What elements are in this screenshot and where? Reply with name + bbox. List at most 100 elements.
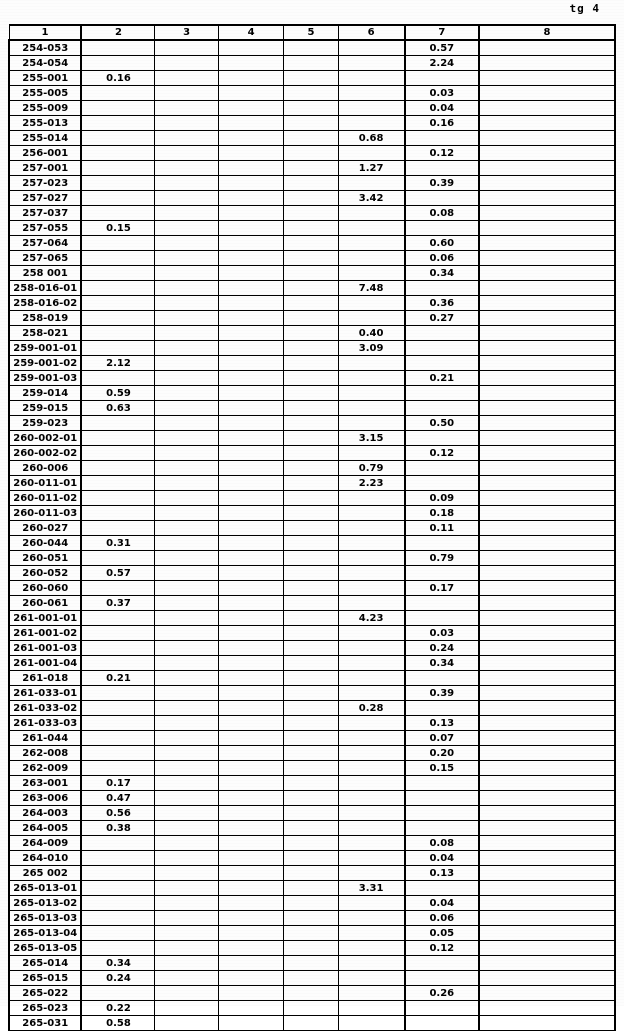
data-cell-col-5 [283,325,339,341]
data-cell-col-8 [478,490,616,506]
data-cell-col-2: 0.47 [80,790,156,806]
data-cell-col-3 [154,790,219,806]
table-row: 261-001-03 0.24 [7,640,616,656]
data-cell-col-8 [478,655,616,671]
data-cell-col-8 [478,670,616,686]
row-code-cell: 260-027 [7,520,83,536]
table-row: 264-010 0.04 [7,850,616,866]
data-cell-col-6 [337,550,406,566]
row-code-cell: 257-065 [7,250,83,266]
data-cell-col-4 [217,535,285,551]
data-cell-col-3 [154,850,219,866]
data-cell-col-4 [217,955,285,971]
data-cell-col-4 [217,640,285,656]
data-cell-col-5 [283,835,339,851]
data-cell-col-4 [217,790,285,806]
data-cell-col-7: 0.50 [404,415,481,431]
data-cell-col-5 [283,190,339,206]
data-cell-col-3 [154,460,219,476]
data-cell-col-4 [217,115,285,131]
data-cell-col-5 [283,475,339,491]
data-cell-col-5 [283,100,339,116]
row-code-cell: 262-009 [7,760,83,776]
data-cell-col-5 [283,850,339,866]
data-cell-col-8 [478,505,616,521]
row-code-cell: 261-033-01 [7,685,83,701]
data-cell-col-3 [154,475,219,491]
data-cell-col-7: 0.21 [404,370,481,386]
data-cell-col-8 [478,145,616,161]
column-header-8: 8 [478,24,616,41]
data-cell-col-6 [337,115,406,131]
row-code-cell: 255-009 [7,100,83,116]
data-cell-col-3 [154,190,219,206]
data-cell-col-4 [217,730,285,746]
column-header-4: 4 [217,24,285,41]
column-header-5: 5 [283,24,339,41]
data-cell-col-2: 0.57 [80,565,156,581]
table-row: 261-001-04 0.34 [7,655,616,671]
data-cell-col-3 [154,520,219,536]
data-cell-col-3 [154,565,219,581]
table-row: 265-013-05 0.12 [7,940,616,956]
data-cell-col-8 [478,70,616,86]
column-header-1: 1 [8,24,83,41]
data-cell-col-4 [217,895,285,911]
data-cell-col-4 [217,550,285,566]
column-header-6: 6 [337,24,406,41]
data-cell-col-7 [404,880,481,896]
table-row: 259-001-01 3.09 [7,340,616,356]
data-cell-col-6 [337,640,406,656]
table-row: 260-002-02 0.12 [7,445,616,461]
data-cell-col-7 [404,430,481,446]
data-cell-col-4 [217,775,285,791]
data-cell-col-7: 0.13 [404,865,481,881]
data-cell-col-8 [478,130,616,146]
data-cell-col-3 [154,910,219,926]
data-cell-col-4 [217,340,285,356]
data-cell-col-4 [217,910,285,926]
data-cell-col-2 [80,115,156,131]
data-cell-col-8 [478,895,616,911]
table-body: 254-053 0.57 254-054 2.24 255-001 0.16 255-005… [7,39,616,1031]
row-code-cell: 263-001 [7,775,83,791]
data-cell-col-8 [478,1000,616,1016]
data-cell-col-2: 0.37 [80,595,156,611]
data-cell-col-2 [80,310,156,326]
table-row: 260-060 0.17 [7,580,616,596]
data-cell-col-4 [217,595,285,611]
data-cell-col-7: 0.04 [404,100,481,116]
table-row: 255-001 0.16 [7,70,616,86]
data-cell-col-8 [478,700,616,716]
data-cell-col-3 [154,340,219,356]
row-code-cell: 264-009 [7,835,83,851]
data-cell-col-2: 0.24 [80,970,156,986]
row-code-cell: 257-001 [7,160,83,176]
data-cell-col-7 [404,160,481,176]
data-cell-col-3 [154,610,219,626]
data-cell-col-5 [283,370,339,386]
data-cell-col-3 [154,220,219,236]
data-cell-col-2 [80,445,156,461]
data-cell-col-5 [283,730,339,746]
data-cell-col-8 [478,1015,616,1031]
data-cell-col-4 [217,70,285,86]
data-cell-col-4 [217,430,285,446]
data-cell-col-6 [337,655,406,671]
data-cell-col-7 [404,610,481,626]
data-cell-col-6 [337,310,406,326]
data-cell-col-8 [478,985,616,1001]
table-row: 257-064 0.60 [7,235,616,251]
row-code-cell: 265-031 [7,1015,83,1031]
data-cell-col-8 [478,370,616,386]
data-cell-col-3 [154,1015,219,1031]
data-cell-col-6 [337,970,406,986]
data-cell-col-5 [283,760,339,776]
data-table-container: 1 2 3 4 5 6 7 8 254-053 0.57 254-054 2.24 25… [7,24,616,1031]
data-cell-col-8 [478,580,616,596]
data-cell-col-8 [478,970,616,986]
data-cell-col-2: 0.38 [80,820,156,836]
data-cell-col-7: 0.57 [404,39,481,56]
data-cell-col-4 [217,1015,285,1031]
